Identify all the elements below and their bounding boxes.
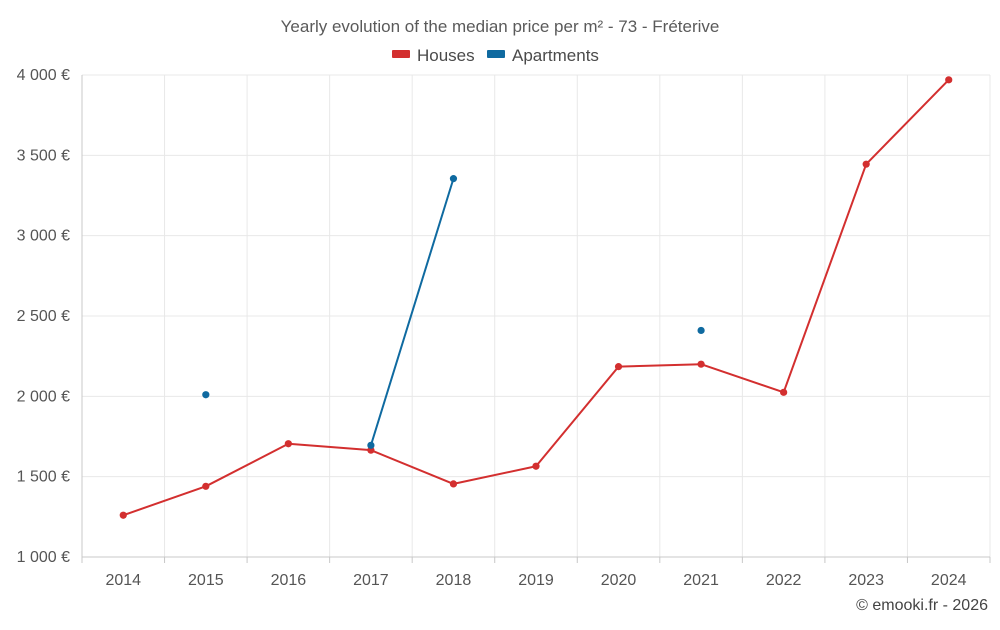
y-tick-label: 2 500 € [17, 308, 70, 325]
houses-line-segment [452, 465, 537, 485]
houses-line-segment [122, 485, 207, 517]
legend-swatch-houses [392, 50, 410, 58]
grid [81, 74, 991, 557]
houses-line-segment [369, 449, 455, 485]
x-tick-label: 2015 [188, 572, 224, 589]
x-tick-label: 2016 [271, 572, 307, 589]
legend[interactable]: Houses Apartments [392, 46, 599, 65]
x-axis-ticks: 2014 2015 2016 2017 2018 2019 2020 2021 2022 2023… [105, 572, 966, 589]
houses-point-2016[interactable] [284, 440, 292, 448]
y-tick-label: 4 000 € [17, 67, 70, 84]
axes [81, 75, 991, 563]
legend-item-houses[interactable]: Houses [392, 46, 475, 65]
x-tick-label: 2014 [105, 572, 141, 589]
x-tick-label: 2023 [848, 572, 884, 589]
houses-point-2021[interactable] [697, 360, 705, 368]
x-tick-label: 2019 [518, 572, 554, 589]
houses-line-segment [865, 78, 950, 166]
houses-point-2022[interactable] [780, 388, 788, 396]
houses-line-segment [204, 442, 290, 488]
x-tick-label: 2024 [931, 572, 967, 589]
credit-text: © emooki.fr - 2026 [856, 597, 988, 614]
legend-swatch-apartments [487, 50, 505, 58]
houses-point-2023[interactable] [862, 160, 870, 168]
houses-line-segment [700, 363, 785, 394]
x-tick-label: 2018 [436, 572, 472, 589]
y-tick-label: 3 000 € [17, 228, 70, 245]
houses-line-segment [782, 163, 868, 394]
houses-point-2020[interactable] [614, 363, 623, 371]
y-tick-label: 1 500 € [17, 469, 70, 486]
x-tick-label: 2017 [353, 572, 389, 589]
y-tick-label: 3 500 € [17, 147, 70, 164]
x-tick-label: 2022 [766, 572, 802, 589]
houses-point-2014[interactable] [119, 511, 127, 519]
apartments-point-2015[interactable] [202, 391, 210, 399]
x-tick-label: 2021 [683, 572, 719, 589]
chart-title: Yearly evolution of the median price per… [281, 17, 720, 36]
houses-line-segment [287, 442, 372, 452]
houses-line-segment [535, 365, 620, 468]
apartments-point-2021[interactable] [697, 326, 705, 335]
apartments-line-segment [369, 177, 455, 447]
legend-item-apartments[interactable]: Apartments [487, 46, 599, 65]
houses-point-2024[interactable] [945, 76, 953, 84]
y-axis-ticks: 1 000 € 1 500 € 2 000 € 2 500 € 3 000 € 3 500… [17, 67, 70, 566]
x-tick-label: 2020 [601, 572, 637, 589]
y-tick-label: 1 000 € [17, 549, 70, 566]
series-apartments [202, 175, 705, 449]
series [119, 76, 953, 519]
series-houses [119, 76, 953, 519]
apartments-point-2018[interactable] [449, 175, 458, 183]
legend-label-apartments: Apartments [512, 46, 599, 65]
legend-label-houses: Houses [417, 46, 475, 65]
apartments-point-2017[interactable] [367, 441, 375, 449]
houses-point-2015[interactable] [202, 482, 210, 490]
houses-line-segment [617, 363, 703, 368]
houses-point-2018[interactable] [449, 480, 458, 488]
y-tick-label: 2 000 € [17, 388, 70, 405]
houses-point-2019[interactable] [532, 462, 540, 470]
